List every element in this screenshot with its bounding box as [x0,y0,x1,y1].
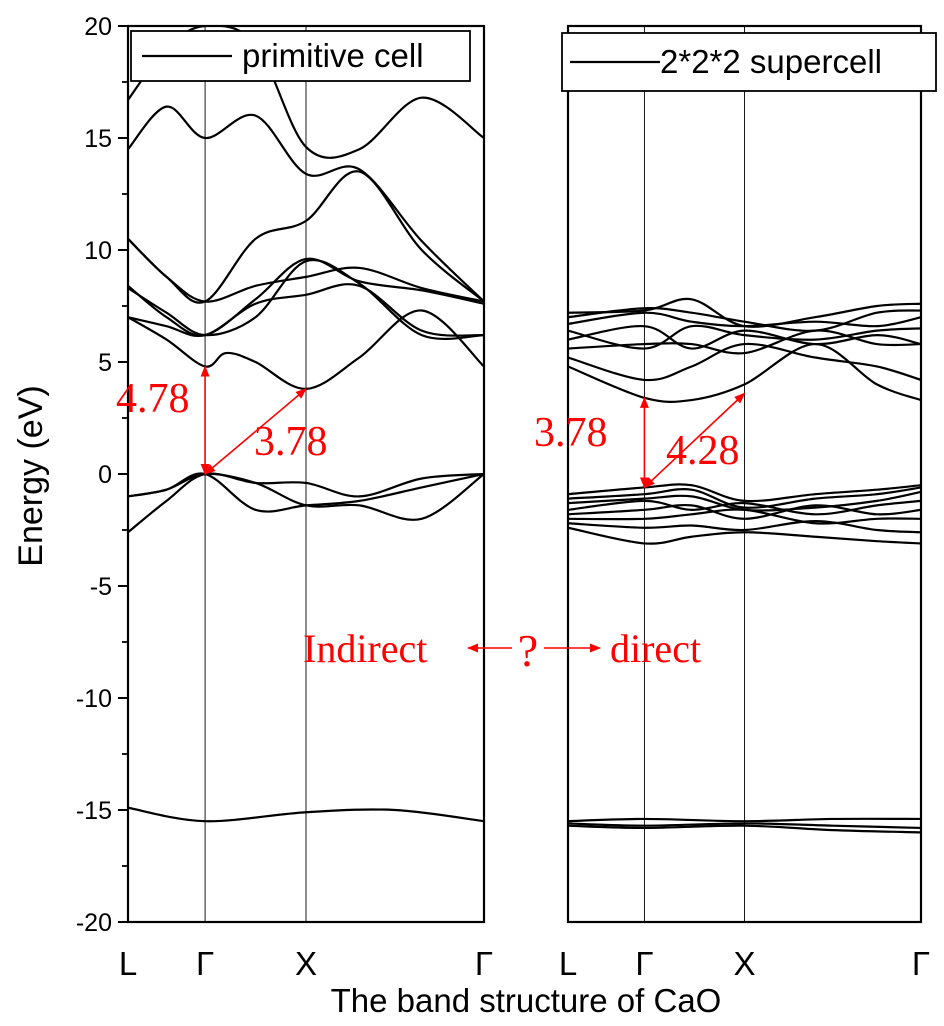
bands-group [568,297,921,834]
y-tick-label: -20 [76,909,112,937]
band-gap-arrow [643,392,746,489]
band-line [128,806,484,823]
k-point-label: L [559,945,577,982]
band-line [568,503,921,520]
y-tick-label: 0 [98,461,112,489]
band-line [568,508,921,525]
band-line [568,342,921,382]
direct-label: direct [610,626,701,671]
band-line [568,311,921,328]
y-tick-label: 15 [84,125,112,153]
k-point-label: Γ [912,945,930,982]
band-line [568,486,921,509]
band-gap-label: 3.78 [254,419,328,465]
plot-frame [566,24,923,924]
y-tick-label: -5 [90,573,112,601]
k-point-label: Γ [196,945,214,982]
band-gap-label: 3.78 [534,410,608,456]
k-point-label: L [119,945,137,982]
band-gap-label: 4.28 [666,428,740,474]
question-mark: ? [518,625,538,676]
band-line [128,257,484,337]
legend-label: 2*2*2 supercell [660,43,882,80]
y-axis-label: Energy (eV) [12,385,50,566]
band-line [568,325,921,350]
y-tick-label: -10 [76,685,112,713]
band-line [128,105,484,303]
x-axis-label: The band structure of CaO [331,982,722,1019]
band-line [568,824,921,834]
band-line [128,309,484,390]
indirect-label: Indirect [303,626,427,671]
k-point-label: Γ [635,945,653,982]
supercell-panel: L Γ X Γ 2*2*2 supercell 3.78 4.28 [534,24,937,982]
band-line [568,499,921,516]
k-point-label: X [295,945,317,982]
y-tick-label: -15 [76,797,112,825]
k-point-label: X [733,945,755,982]
band-line [128,472,484,521]
band-line [568,324,921,350]
band-line [128,472,484,534]
band-gap-arrow [204,388,307,475]
band-line [568,307,921,332]
k-point-label: Γ [475,945,493,982]
y-tick-label: 10 [84,237,112,265]
band-gap-label: 4.78 [116,376,190,422]
band-line [568,817,921,823]
band-line [568,329,921,355]
band-line [128,258,484,341]
band-line [568,822,921,830]
bands-group [128,26,484,823]
band-line [128,283,484,338]
band-line [128,170,484,304]
y-tick-label: 5 [98,349,112,377]
comparison-annotation: Indirect ? direct [303,625,701,676]
y-tick-label: 20 [84,13,112,41]
band-line [568,526,921,545]
legend-label: primitive cell [242,37,424,74]
band-line [568,519,921,534]
